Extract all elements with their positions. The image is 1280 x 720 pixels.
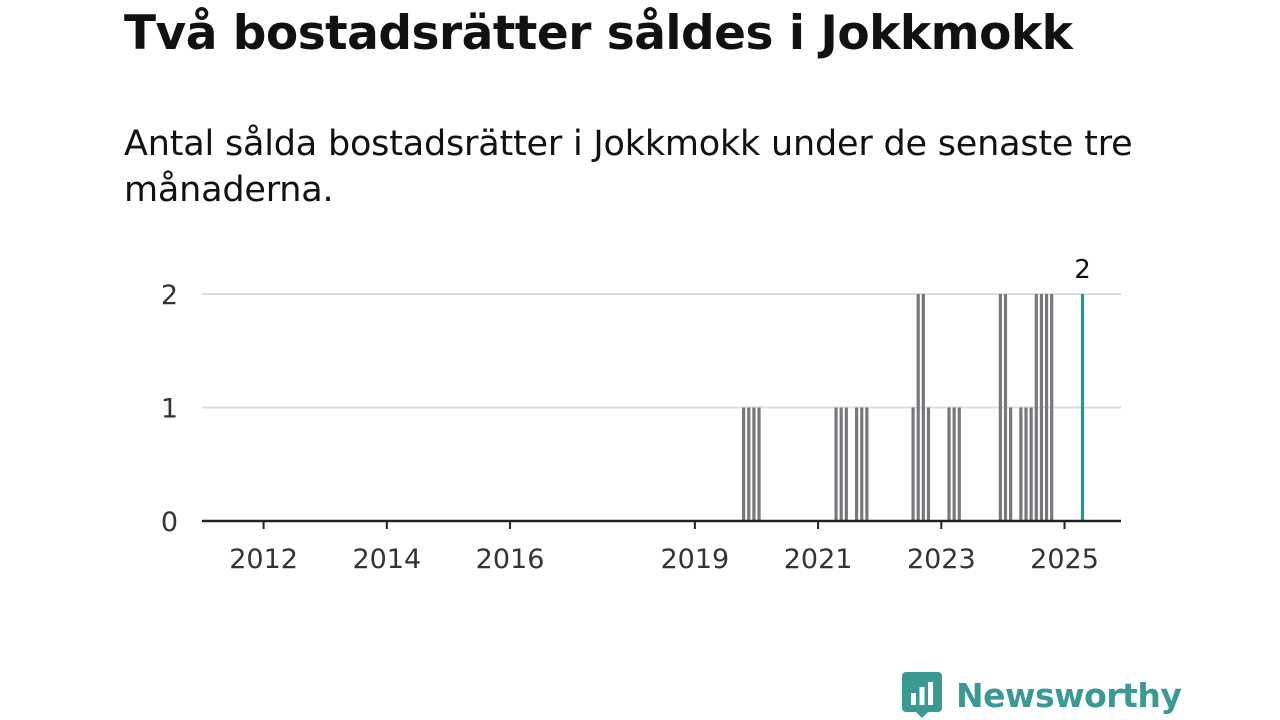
bar	[854, 407, 859, 521]
bar	[742, 407, 746, 521]
chart-title: Två bostadsrätter såldes i Jokkmokk	[124, 6, 1073, 61]
x-tick-label: 2023	[907, 544, 976, 575]
bar	[1024, 407, 1028, 521]
bar	[865, 407, 869, 521]
bar	[860, 407, 864, 521]
bar	[926, 407, 931, 521]
bar	[757, 407, 761, 521]
bar	[1019, 407, 1023, 521]
bar	[752, 407, 756, 521]
y-tick-label: 1	[161, 394, 178, 425]
brand-name: Newsworthy	[956, 675, 1182, 715]
y-tick-label: 0	[161, 507, 178, 538]
bar	[1009, 407, 1013, 521]
newsworthy-logo-icon	[902, 672, 942, 718]
bar	[957, 407, 961, 521]
chart-subtitle: Antal sålda bostadsrätter i Jokkmokk und…	[124, 124, 1133, 210]
y-tick-label: 2	[161, 280, 178, 311]
logo-bar-3	[928, 682, 933, 705]
brand-logo: Newsworthy	[902, 672, 1182, 718]
bar	[844, 407, 848, 521]
x-tick-label: 2019	[661, 544, 730, 575]
bar	[998, 294, 1002, 521]
bar	[747, 407, 751, 521]
bar	[952, 407, 956, 521]
x-tick-label: 2016	[476, 544, 545, 575]
bar	[947, 407, 951, 521]
highlight-data-label: 2	[1074, 255, 1091, 285]
x-tick-label: 2012	[229, 544, 298, 575]
logo-bar-2	[919, 687, 925, 705]
bar	[916, 294, 920, 521]
bar	[911, 407, 915, 521]
bar	[1044, 294, 1049, 521]
bar	[834, 407, 838, 521]
x-tick-label: 2014	[352, 544, 421, 575]
bar	[1029, 407, 1033, 521]
bar	[839, 407, 843, 521]
x-tick-label: 2021	[784, 544, 853, 575]
highlight-bar	[1080, 294, 1085, 521]
bar	[1039, 294, 1044, 521]
bar	[1003, 294, 1008, 521]
bar	[1050, 294, 1054, 521]
bar	[921, 294, 925, 521]
bar	[1034, 294, 1038, 521]
logo-bar-1	[911, 693, 916, 705]
x-tick-label: 2025	[1030, 544, 1099, 575]
